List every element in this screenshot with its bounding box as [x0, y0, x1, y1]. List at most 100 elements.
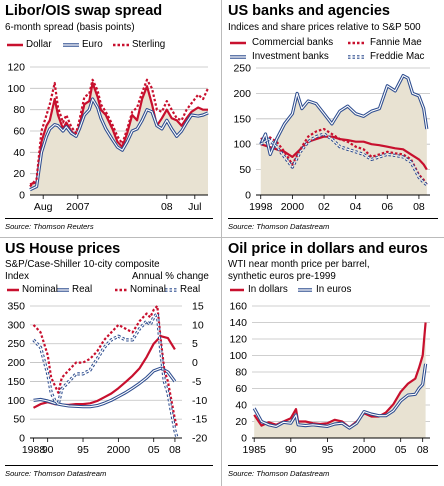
oil-source-rule [228, 465, 438, 466]
house-source: Source: Thomson Datastream [5, 469, 107, 478]
y-tick-label: 50 [239, 164, 251, 176]
banks-subtitle: Indices and share prices relative to S&P… [228, 22, 421, 33]
column-divider [221, 0, 222, 486]
series-line-euro-inner [29, 98, 209, 191]
legend-label-nominal: Nominal [22, 284, 58, 295]
banks-source-rule [228, 218, 438, 219]
y-tick-label: 120 [229, 334, 247, 346]
series-line-investment-banks-inner [260, 75, 428, 155]
x-tick-label: Jul [188, 201, 201, 213]
x-tick-label: 04 [350, 201, 362, 213]
banks-source: Source: Thomson Datastream [228, 222, 330, 231]
oil-title: Oil price in dollars and euros [228, 241, 428, 257]
banks-panel: US banks and agencies Indices and share … [222, 0, 444, 237]
y2-tick-label: 0 [192, 357, 198, 369]
libor-legend-swatches [7, 43, 129, 47]
x-tick-label: 08 [417, 444, 429, 456]
x-tick-label: 95 [322, 444, 334, 456]
area-fill-investment-banks [260, 75, 427, 195]
y-tick-label: 20 [13, 168, 25, 180]
y-tick-label: 350 [7, 301, 25, 313]
y-tick-label: 100 [233, 139, 251, 151]
series-line-real-inner [33, 367, 176, 408]
y-tick-label: 250 [233, 63, 251, 75]
y-tick-label: 50 [13, 414, 25, 426]
x-tick-label: 2000 [352, 444, 376, 456]
x-tick-label: 06 [381, 201, 393, 213]
banks-legend-swatches [230, 41, 364, 59]
y-tick-label: 40 [235, 400, 247, 412]
libor-chart: 0 20 40 60 80 100 120 Aug 2007 08 Jul [7, 62, 210, 213]
y-tick-label: 100 [7, 83, 25, 95]
legend-label-investment: Investment banks [252, 51, 329, 62]
series-line-sterling [29, 78, 210, 188]
libor-title: Libor/OIS swap spread [5, 3, 163, 19]
series-line-commercial-banks [260, 135, 428, 171]
y-tick-label: 20 [235, 416, 247, 428]
libor-panel: Libor/OIS swap spread 6-month spread (ba… [0, 0, 221, 237]
y-tick-label: 0 [245, 190, 251, 202]
y-tick-label: 40 [13, 147, 25, 159]
y-tick-label: 60 [13, 126, 25, 138]
x-tick-label: 08 [413, 201, 425, 213]
house-panel: US House prices S&P/Case-Shiller 10-city… [0, 238, 221, 486]
legend-label-real-change: Real [180, 284, 201, 295]
house-left-axis-label: Index [5, 271, 29, 282]
x-tick-label: 90 [42, 444, 54, 456]
area-fill-dollar [30, 83, 208, 195]
legend-label-real: Real [72, 284, 93, 295]
x-tick-label: 90 [285, 444, 297, 456]
house-subtitle: S&P/Case-Shiller 10-city composite [5, 259, 160, 270]
oil-source: Source: Thomson Datastream [228, 469, 330, 478]
series-line-real-change-inner [33, 312, 178, 439]
x-tick-label: 08 [169, 444, 181, 456]
x-tick-label: 1985 [243, 444, 267, 456]
y-tick-label: 0 [241, 433, 247, 445]
oil-legend-swatches [230, 288, 312, 292]
legend-label-freddie: Freddie Mac [370, 51, 425, 62]
y-tick-label: 150 [7, 376, 25, 388]
y-tick-label: 200 [7, 357, 25, 369]
legend-label-dollars: In dollars [248, 284, 288, 295]
y-tick-label: 100 [229, 350, 247, 362]
y-tick-label: 100 [7, 395, 25, 407]
x-tick-label: 1998 [249, 201, 273, 213]
row-divider [0, 237, 444, 238]
x-tick-label: 95 [77, 444, 89, 456]
legend-label-dollar: Dollar [26, 39, 52, 50]
house-chart: 050100150200250300350-20-15-10-505101519… [7, 301, 207, 457]
x-tick-label: 08 [161, 201, 173, 213]
series-line-in-euros-inner [253, 363, 427, 429]
libor-source: Source: Thomson Reuters [5, 222, 94, 231]
y2-tick-label: -20 [192, 433, 207, 445]
series-line-fannie-mae [260, 127, 428, 186]
y-tick-label: 0 [19, 190, 25, 202]
house-right-axis-label: Annual % change [132, 271, 209, 282]
y2-tick-label: 10 [192, 319, 204, 331]
oil-subtitle-line-1: WTI near month price per barrel, [228, 259, 370, 270]
series-line-real [33, 366, 177, 409]
y2-tick-label: -15 [192, 414, 207, 426]
legend-label-euros: In euros [316, 284, 352, 295]
y2-tick-label: -5 [192, 376, 201, 388]
series-line-freddie-mac-inner [260, 133, 428, 186]
x-tick-label: 05 [395, 444, 407, 456]
x-tick-label: 02 [318, 201, 330, 213]
oil-subtitle-line-2: synthetic euros pre-1999 [228, 271, 336, 282]
series-line-nominal-change [32, 304, 179, 428]
x-tick-label: 05 [148, 444, 160, 456]
x-tick-label: 1988 [22, 444, 46, 456]
x-tick-label: 2000 [107, 444, 131, 456]
y-tick-label: 60 [235, 383, 247, 395]
house-legend-swatches [7, 288, 177, 292]
y2-tick-label: 15 [192, 301, 204, 313]
banks-chart: 0 50 100 150 200 250 1998 2000 02 04 06 08 [233, 63, 430, 213]
y-tick-label: 120 [7, 62, 25, 74]
y-tick-label: 80 [235, 367, 247, 379]
y-tick-label: 80 [13, 104, 25, 116]
y-tick-label: 200 [233, 88, 251, 100]
y-tick-label: 140 [229, 317, 247, 329]
y-tick-label: 150 [233, 113, 251, 125]
legend-label-commercial: Commercial banks [252, 37, 334, 48]
